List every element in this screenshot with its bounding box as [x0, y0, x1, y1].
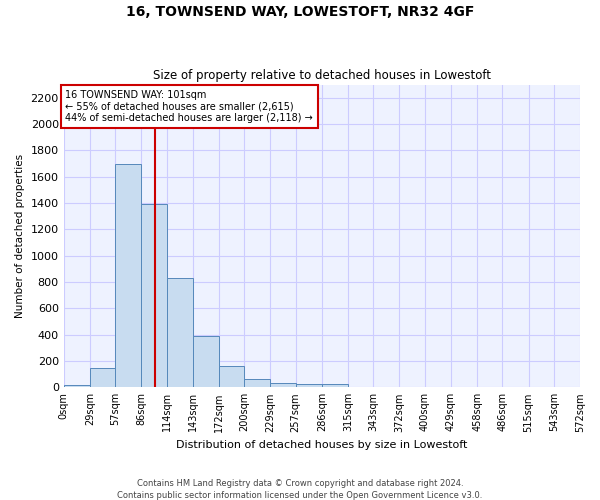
Text: 16, TOWNSEND WAY, LOWESTOFT, NR32 4GF: 16, TOWNSEND WAY, LOWESTOFT, NR32 4GF — [126, 5, 474, 19]
Bar — [115, 164, 141, 388]
Bar — [193, 336, 219, 388]
Bar — [167, 278, 193, 388]
Title: Size of property relative to detached houses in Lowestoft: Size of property relative to detached ho… — [153, 69, 491, 82]
Bar — [141, 204, 167, 388]
Bar — [244, 378, 271, 388]
Text: Contains HM Land Registry data © Crown copyright and database right 2024.
Contai: Contains HM Land Registry data © Crown c… — [118, 478, 482, 500]
Bar — [296, 384, 322, 388]
Y-axis label: Number of detached properties: Number of detached properties — [15, 154, 25, 318]
Text: 16 TOWNSEND WAY: 101sqm
← 55% of detached houses are smaller (2,615)
44% of semi: 16 TOWNSEND WAY: 101sqm ← 55% of detache… — [65, 90, 313, 123]
Bar — [219, 366, 244, 388]
Bar — [90, 368, 115, 388]
Bar — [271, 384, 296, 388]
Bar — [322, 384, 348, 388]
Bar — [64, 386, 90, 388]
Bar — [348, 386, 373, 388]
X-axis label: Distribution of detached houses by size in Lowestoft: Distribution of detached houses by size … — [176, 440, 467, 450]
